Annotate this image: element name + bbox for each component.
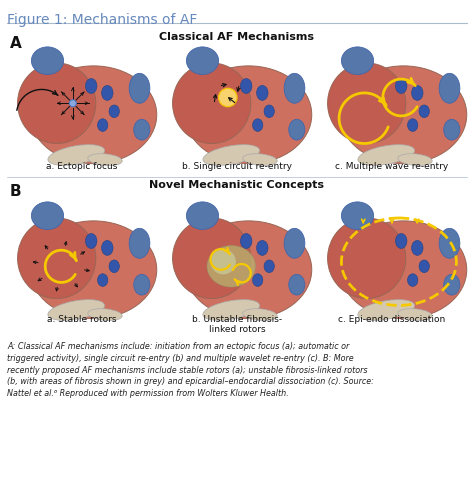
Ellipse shape — [408, 120, 418, 132]
Ellipse shape — [398, 309, 432, 321]
Text: B: B — [10, 184, 22, 199]
Ellipse shape — [340, 67, 467, 164]
Ellipse shape — [289, 275, 305, 295]
Ellipse shape — [186, 48, 219, 75]
Text: c. Epi-endo dissociation: c. Epi-endo dissociation — [338, 314, 446, 324]
Ellipse shape — [101, 241, 113, 256]
Ellipse shape — [408, 274, 418, 287]
Ellipse shape — [240, 234, 252, 249]
Ellipse shape — [243, 309, 277, 321]
Ellipse shape — [253, 274, 263, 287]
Ellipse shape — [85, 234, 97, 249]
Ellipse shape — [203, 300, 260, 321]
Ellipse shape — [129, 229, 150, 259]
Ellipse shape — [88, 155, 122, 166]
Ellipse shape — [256, 86, 268, 101]
Text: A: Classical AF mechanisms include: initiation from an ectopic focus (a); automa: A: Classical AF mechanisms include: init… — [7, 341, 374, 397]
Ellipse shape — [101, 86, 113, 101]
Ellipse shape — [219, 89, 237, 108]
Ellipse shape — [186, 203, 219, 230]
Ellipse shape — [31, 48, 64, 75]
Ellipse shape — [85, 79, 97, 94]
Ellipse shape — [134, 275, 150, 295]
Text: A: A — [10, 36, 22, 51]
Ellipse shape — [185, 221, 312, 319]
Ellipse shape — [253, 120, 263, 132]
Ellipse shape — [439, 74, 460, 104]
Ellipse shape — [289, 120, 305, 141]
Ellipse shape — [264, 261, 274, 273]
Ellipse shape — [444, 275, 460, 295]
Ellipse shape — [48, 300, 105, 321]
Ellipse shape — [129, 74, 150, 104]
Ellipse shape — [18, 218, 96, 299]
Ellipse shape — [444, 120, 460, 141]
Ellipse shape — [419, 106, 429, 119]
Ellipse shape — [240, 79, 252, 94]
Ellipse shape — [30, 221, 157, 319]
Circle shape — [69, 101, 76, 108]
Ellipse shape — [358, 300, 415, 321]
Text: Novel Mechanistic Concepts: Novel Mechanistic Concepts — [149, 180, 325, 190]
Ellipse shape — [398, 155, 432, 166]
Text: Figure 1: Mechanisms of AF: Figure 1: Mechanisms of AF — [7, 13, 197, 27]
Text: b. Single circuit re-entry: b. Single circuit re-entry — [182, 162, 292, 171]
Ellipse shape — [411, 86, 423, 101]
Text: Classical AF Mechanisms: Classical AF Mechanisms — [159, 32, 315, 42]
Ellipse shape — [284, 229, 305, 259]
Text: b. Unstable fibrosis-
linked rotors: b. Unstable fibrosis- linked rotors — [192, 314, 282, 334]
Ellipse shape — [109, 106, 119, 119]
Ellipse shape — [340, 221, 467, 319]
Ellipse shape — [88, 309, 122, 321]
Ellipse shape — [109, 261, 119, 273]
Ellipse shape — [18, 64, 96, 144]
Ellipse shape — [284, 74, 305, 104]
Ellipse shape — [203, 145, 260, 166]
Ellipse shape — [341, 48, 374, 75]
Ellipse shape — [48, 145, 105, 166]
Ellipse shape — [98, 120, 108, 132]
Ellipse shape — [439, 229, 460, 259]
Text: a. Ectopic focus: a. Ectopic focus — [46, 162, 118, 171]
Ellipse shape — [98, 274, 108, 287]
Ellipse shape — [134, 120, 150, 141]
Ellipse shape — [30, 67, 157, 164]
Ellipse shape — [411, 241, 423, 256]
Ellipse shape — [243, 155, 277, 166]
Ellipse shape — [31, 203, 64, 230]
Ellipse shape — [341, 203, 374, 230]
Ellipse shape — [419, 261, 429, 273]
Ellipse shape — [358, 145, 415, 166]
Ellipse shape — [264, 106, 274, 119]
Ellipse shape — [173, 218, 251, 299]
Ellipse shape — [395, 234, 407, 249]
Ellipse shape — [328, 64, 406, 144]
Ellipse shape — [185, 67, 312, 164]
Ellipse shape — [395, 79, 407, 94]
Text: c. Multiple wave re-entry: c. Multiple wave re-entry — [336, 162, 448, 171]
Ellipse shape — [207, 246, 255, 288]
Ellipse shape — [173, 64, 251, 144]
Ellipse shape — [256, 241, 268, 256]
Ellipse shape — [210, 250, 236, 275]
Text: a. Stable rotors: a. Stable rotors — [47, 314, 117, 324]
Ellipse shape — [328, 218, 406, 299]
